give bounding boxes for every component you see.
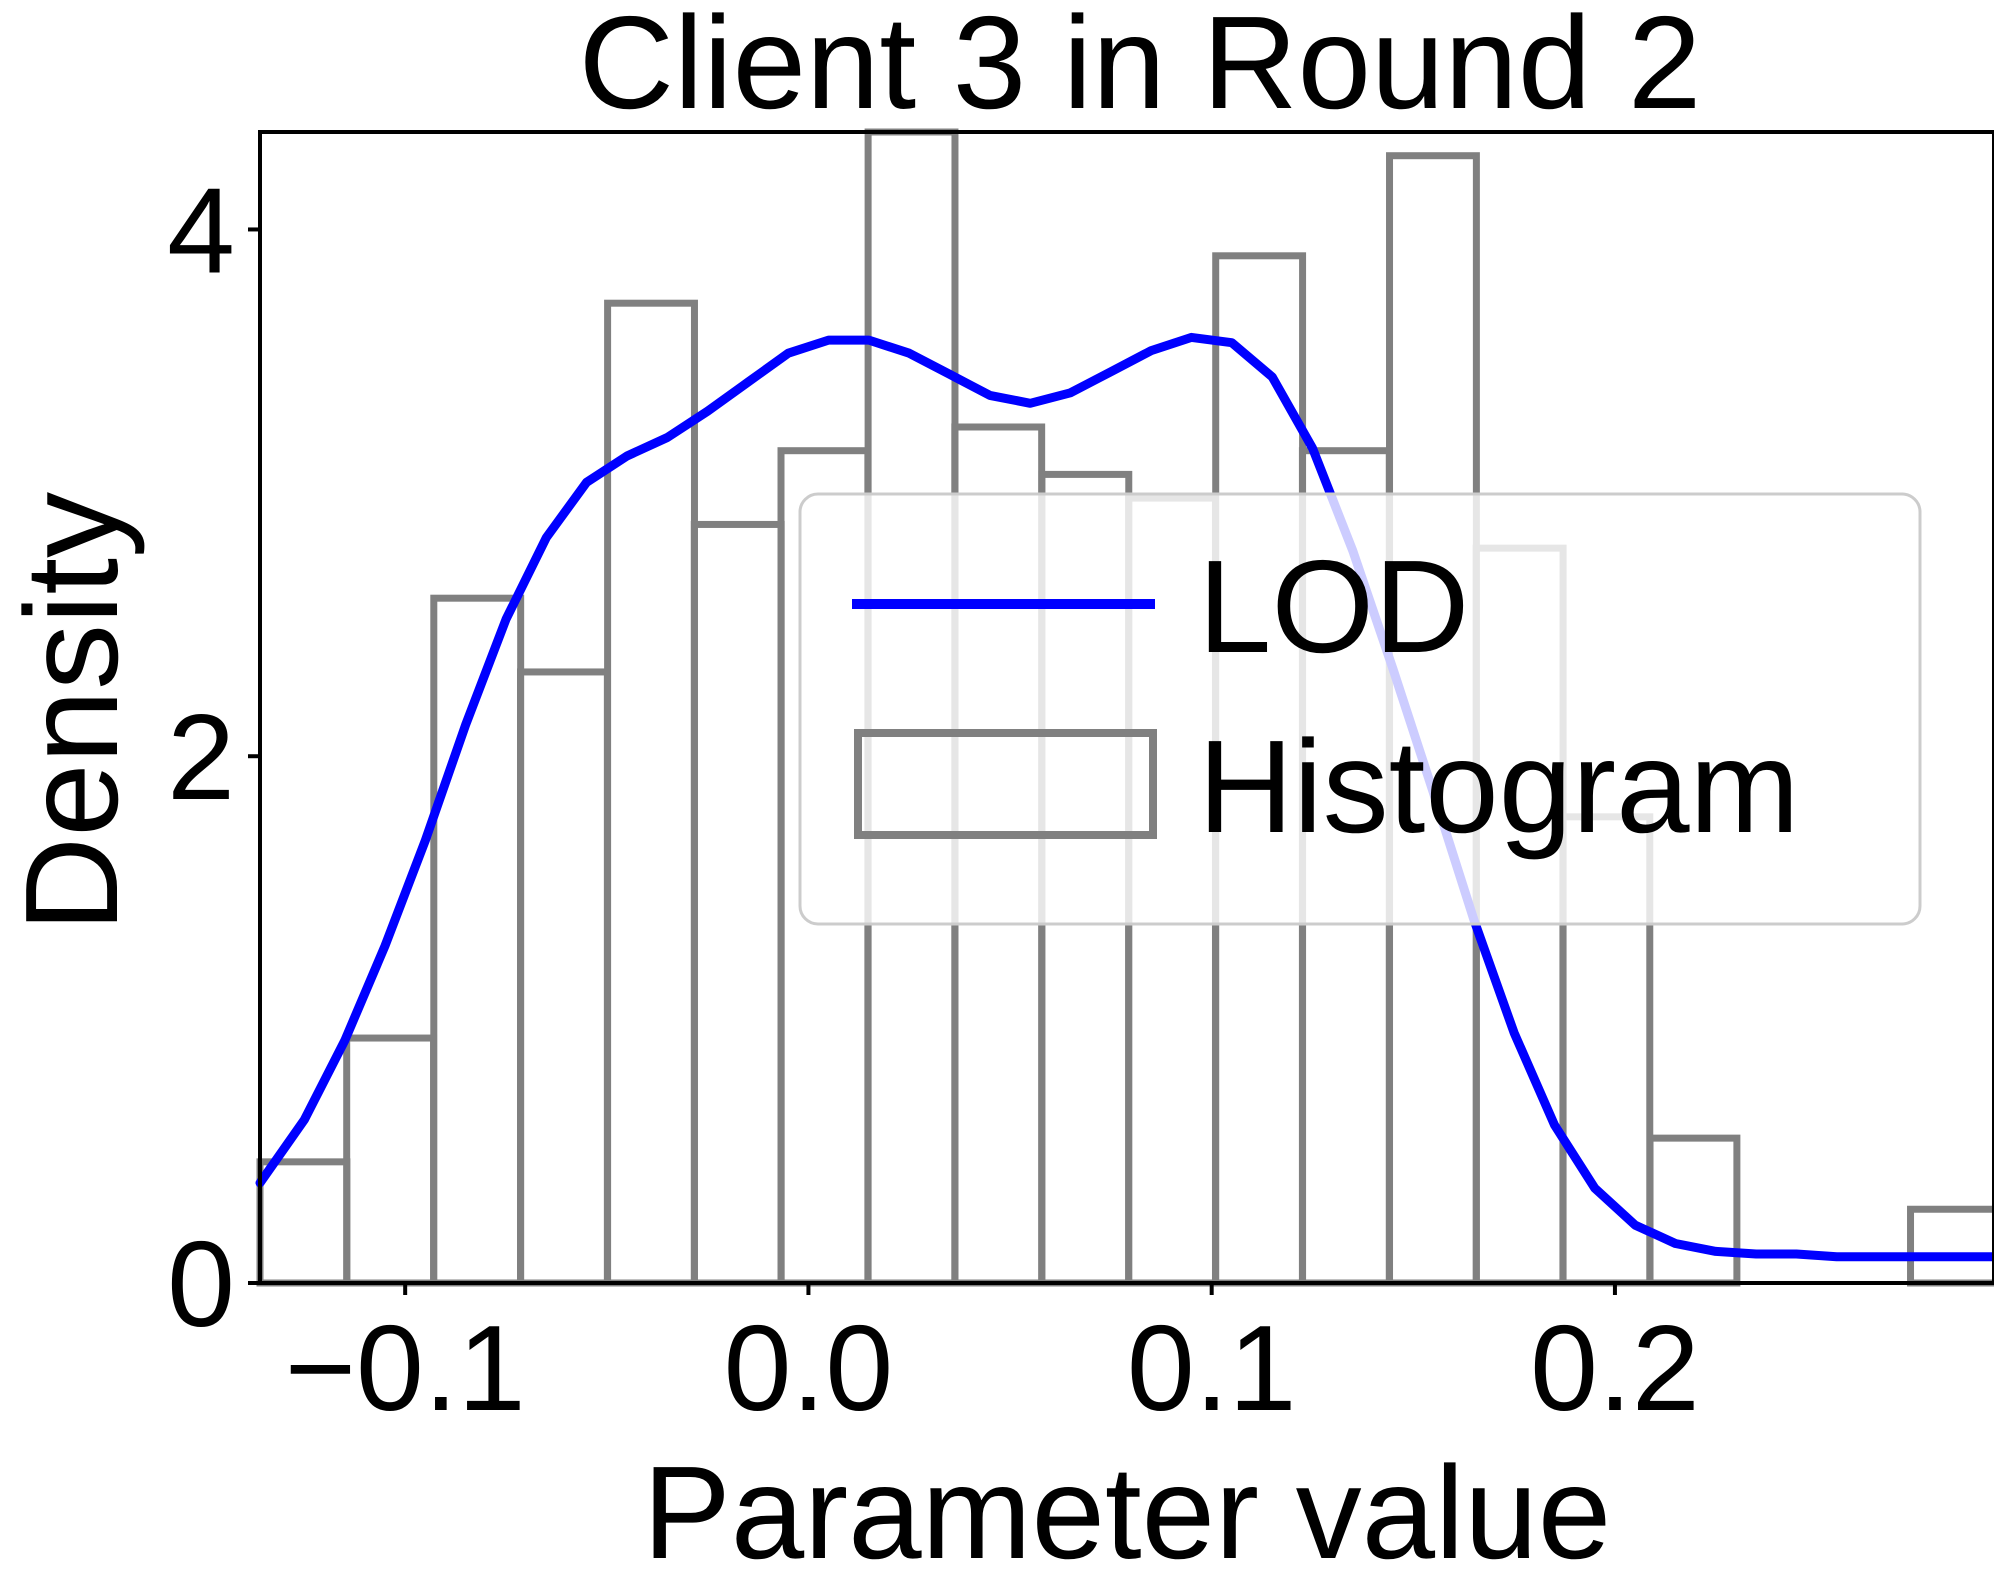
legend: LOD Histogram	[798, 492, 1922, 926]
histogram-bar	[1907, 1205, 1994, 1287]
histogram-bar	[604, 299, 698, 1287]
lod-density-line	[255, 332, 1994, 1262]
histogram-bar	[517, 668, 611, 1287]
y-tick-label: 2	[167, 689, 235, 825]
x-axis-label: Parameter value	[643, 1439, 1611, 1586]
x-tick-label: 0.1	[1127, 1300, 1297, 1436]
histogram-bar	[690, 520, 785, 1287]
legend-label-histogram: Histogram	[1198, 713, 1799, 860]
y-axis-label: Density	[0, 492, 145, 932]
histogram-bar	[1646, 1134, 1741, 1287]
histogram-bar	[256, 1158, 351, 1287]
y-axis: 0 2 4	[167, 162, 260, 1352]
chart-title: Client 3 in Round 2	[579, 0, 1702, 136]
plot-frame	[258, 130, 1994, 1285]
x-tick-label: 0.2	[1530, 1300, 1700, 1436]
x-tick-label: −0.1	[285, 1300, 526, 1436]
y-tick-label: 4	[167, 162, 235, 298]
legend-histogram-swatch	[854, 729, 1157, 839]
histogram-bar	[343, 1034, 438, 1287]
x-tick-label: 0.0	[724, 1300, 894, 1436]
legend-label-lod: LOD	[1198, 533, 1469, 680]
y-tick-label: 0	[167, 1216, 235, 1352]
x-axis: −0.1 0.0 0.1 0.2	[285, 1283, 1700, 1436]
